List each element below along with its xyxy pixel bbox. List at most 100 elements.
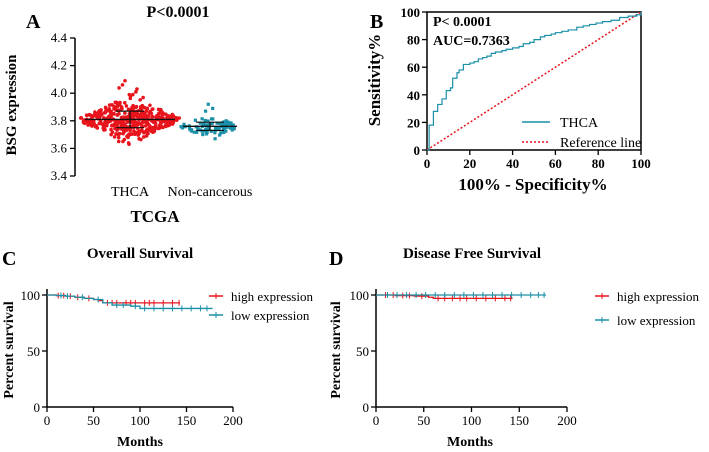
panel-b-ytick-label: 40	[407, 88, 420, 103]
panel-a-point	[122, 100, 127, 105]
panel-a-point	[165, 123, 170, 128]
panel-a-point	[133, 132, 137, 137]
panel-a: A P<0.0001 BSG expression 3.4 3.6 3.8 4.0 4.…	[4, 4, 252, 226]
panel-c-curve-low	[47, 294, 213, 310]
panel-a-point	[140, 103, 145, 108]
panel-d-lines	[376, 292, 546, 302]
panel-a-point	[144, 109, 149, 113]
panel-a-point	[92, 121, 96, 126]
panel-c-xlabel: Months	[117, 435, 163, 450]
panel-a-point	[206, 102, 210, 106]
panel-a-point	[210, 121, 214, 126]
panel-d-xtick-label: 150	[510, 413, 530, 428]
panel-a-point	[111, 123, 116, 128]
panel-b-p-value: P< 0.0001	[433, 15, 492, 30]
panel-a-point	[126, 114, 130, 119]
panel-a-point	[137, 137, 141, 141]
panel-a-point	[204, 123, 208, 127]
panel-b-roc-curve	[427, 12, 642, 151]
panel-a-ytick-label: 4.0	[51, 85, 67, 100]
panel-d-xlabel: Months	[447, 435, 493, 450]
panel-a-point	[116, 139, 121, 144]
panel-a-point	[117, 86, 121, 90]
panel-a-point	[146, 131, 150, 136]
panel-a-point	[213, 137, 217, 141]
panel-a-point	[130, 105, 134, 110]
panel-a-category-label: THCA	[111, 185, 150, 200]
panel-d-ylabel: Percent survival	[329, 301, 344, 398]
panel-a-point	[89, 113, 94, 118]
panel-a-point	[141, 95, 145, 100]
panel-a-point	[98, 121, 102, 126]
panel-d-legend: high expression low expression	[595, 289, 699, 328]
panel-a-point	[231, 126, 235, 130]
panel-a-point	[192, 130, 196, 134]
panel-a-point	[104, 123, 109, 128]
panel-d-ytick-label: 100	[350, 288, 370, 303]
panel-a-point	[187, 126, 192, 130]
panel-b-ytick-label: 100	[401, 5, 421, 20]
panel-a-xlabel: TCGA	[130, 207, 180, 226]
panel-c-ytick-label: 50	[27, 344, 40, 359]
panel-a-point	[118, 100, 122, 105]
panel-a-point	[206, 127, 211, 131]
panel-a-point	[217, 126, 221, 130]
panel-c-legend-low: low expression	[231, 308, 310, 323]
panel-a-point	[121, 129, 126, 134]
panel-a-point	[207, 122, 211, 127]
panel-a-point	[204, 128, 208, 132]
panel-a-point	[153, 121, 158, 126]
panel-label-b: B	[370, 11, 383, 33]
panel-b-legend: THCA Reference line	[522, 116, 641, 151]
panel-a-point	[114, 132, 118, 136]
panel-d-xtick-label: 0	[373, 413, 380, 428]
panel-a-ylabel: BSG expression	[4, 54, 20, 156]
panel-a-point	[121, 139, 125, 144]
panel-a-point	[78, 116, 83, 120]
panel-a-point	[196, 127, 200, 131]
panel-c-title: Overall Survival	[87, 246, 193, 262]
panel-a-point	[103, 105, 108, 110]
panel-b-xtick-label: 0	[424, 156, 431, 171]
panel-a-point	[148, 124, 152, 129]
panel-a-point	[223, 123, 228, 128]
panel-a-point	[135, 122, 140, 127]
panel-a-point	[224, 129, 228, 133]
panel-a-title: P<0.0001	[147, 4, 210, 21]
panel-a-point	[136, 133, 141, 137]
panel-a-point	[119, 105, 124, 109]
panel-a-point	[222, 130, 226, 135]
panel-a-point	[118, 120, 123, 125]
panel-b-xlabel: 100% - Specificity%	[458, 175, 607, 194]
panel-a-point	[220, 123, 225, 128]
panel-a-point	[114, 119, 118, 124]
panel-a-point	[143, 120, 147, 124]
panel-c-ytick-label: 0	[34, 400, 41, 415]
panel-c-legend-high: high expression	[231, 289, 313, 304]
panel-a-point	[140, 128, 144, 133]
panel-a-point	[226, 120, 230, 124]
panel-a-point	[200, 117, 204, 121]
panel-a-point	[93, 110, 97, 114]
panel-a-point	[177, 116, 181, 120]
panel-a-ytick-label: 3.4	[51, 168, 68, 183]
panel-a-point	[179, 125, 183, 129]
panel-a-point	[143, 113, 148, 118]
panel-a-point	[203, 109, 208, 113]
panel-c-ylabel: Percent survival	[2, 301, 17, 398]
panel-c: C Overall Survival Percent survival 0 50 1…	[2, 246, 313, 450]
panel-a-point	[122, 122, 127, 126]
panel-a-point	[224, 121, 228, 125]
panel-a-point	[84, 113, 89, 118]
panel-a-point	[143, 106, 147, 110]
panel-a-point	[200, 129, 204, 133]
panel-d-xtick-label: 200	[557, 413, 577, 428]
panel-a-point	[220, 121, 225, 125]
panel-a-point	[103, 119, 108, 123]
panel-a-point	[156, 126, 160, 131]
panel-a-point	[174, 117, 178, 122]
panel-a-point	[211, 106, 215, 110]
panel-a-point	[97, 112, 102, 117]
panel-b: B Sensitivity% 0 20 40 60 80 100020406080100 …	[365, 5, 651, 194]
panel-d: D Disease Free Survival Percent survival…	[329, 246, 699, 450]
